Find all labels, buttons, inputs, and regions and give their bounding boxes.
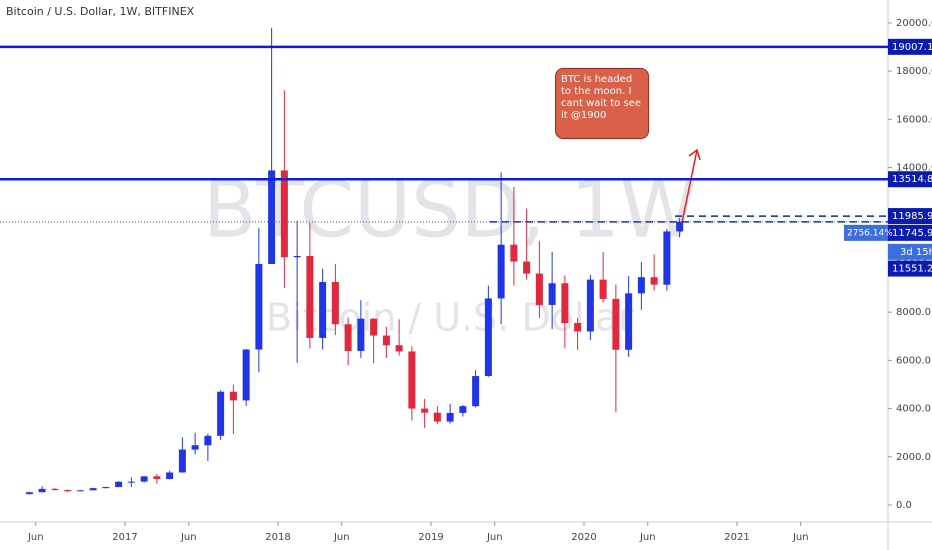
candle-body xyxy=(523,261,531,274)
countdown-label: 3d 15h xyxy=(900,247,932,258)
candle-body xyxy=(548,283,556,305)
x-tick-label: 2018 xyxy=(265,532,290,543)
y-tick-label: 4000.0 xyxy=(896,404,931,415)
candle-body xyxy=(89,488,97,491)
candle-body xyxy=(535,273,543,305)
y-tick-label: 8000.0 xyxy=(896,307,931,318)
x-tick-label: 2021 xyxy=(724,532,749,543)
candle-body xyxy=(395,345,403,352)
level-label: 19007.1 xyxy=(892,42,932,53)
countdown-box xyxy=(888,243,932,260)
candle-body xyxy=(625,293,633,350)
change-box xyxy=(844,224,888,241)
candle-body xyxy=(408,351,416,409)
candle-body xyxy=(484,298,492,377)
x-tick-label: 2017 xyxy=(112,532,137,543)
candle-body xyxy=(331,282,339,325)
candle-body xyxy=(280,170,288,258)
candle-body xyxy=(650,277,658,285)
candle-body xyxy=(38,488,46,493)
candle-body xyxy=(421,408,429,413)
candle-body xyxy=(459,406,467,413)
candle-body xyxy=(293,255,301,258)
x-tick-label: Jun xyxy=(333,532,350,543)
candle-body xyxy=(599,279,607,299)
candle-body xyxy=(191,445,199,450)
candle-body xyxy=(242,349,250,401)
extra-price-label: 11551.2 xyxy=(892,264,932,275)
change-label: 2756.14% xyxy=(847,228,893,238)
candle-body xyxy=(217,391,225,436)
candle-body xyxy=(561,283,569,324)
candle-body xyxy=(344,324,352,351)
candle-body xyxy=(472,376,480,407)
candle-body xyxy=(102,487,110,489)
chart-title: Bitcoin / U.S. Dollar, 1W, BITFINEX xyxy=(6,5,195,18)
candle-body xyxy=(319,282,327,338)
x-tick-label: Jun xyxy=(792,532,809,543)
level-label-box xyxy=(888,224,932,241)
candle-body xyxy=(268,170,276,264)
candle-body xyxy=(433,412,441,422)
level-label: 13514.8 xyxy=(892,174,932,185)
candle-body xyxy=(510,244,518,262)
candle-body xyxy=(25,492,33,495)
x-tick-label: 2019 xyxy=(418,532,443,543)
candle-body xyxy=(676,221,684,232)
candle-body xyxy=(166,472,174,479)
candle-body xyxy=(115,481,123,488)
x-tick-label: Jun xyxy=(27,532,44,543)
level-label: 11745.9 xyxy=(892,228,932,239)
candle-body xyxy=(140,476,148,482)
candle-body xyxy=(663,231,671,285)
candle-body xyxy=(255,263,263,350)
candle-body xyxy=(382,335,390,346)
y-tick-label: 20000.0 xyxy=(896,18,932,29)
x-tick-label: 2020 xyxy=(571,532,596,543)
level-label-box xyxy=(888,171,932,188)
watermark-sub: Bitcoin / U.S. Dollar xyxy=(266,296,634,340)
x-tick-label: Jun xyxy=(180,532,197,543)
annotation: BTC is headed to the moon. I cant wait t… xyxy=(555,68,649,139)
candle-body xyxy=(178,449,186,473)
level-label: 11985.9 xyxy=(892,211,932,222)
extra-price-box xyxy=(888,260,932,277)
level-label-box xyxy=(888,208,932,225)
candle-body xyxy=(497,244,505,299)
candle-body xyxy=(574,323,582,332)
y-tick-label: 2000.0 xyxy=(896,452,931,463)
candle-body xyxy=(357,318,365,351)
x-tick-label: Jun xyxy=(486,532,503,543)
candle-body xyxy=(204,435,212,446)
candle-body xyxy=(306,255,314,338)
candle-body xyxy=(637,277,645,294)
candle-body xyxy=(76,490,84,492)
candle-body xyxy=(612,298,620,350)
candle-body xyxy=(446,412,454,422)
candle-body xyxy=(51,488,59,491)
y-tick-label: 16000.0 xyxy=(896,114,932,125)
y-tick-label: 18000.0 xyxy=(896,66,932,77)
candle-body xyxy=(586,279,594,332)
candle-body xyxy=(64,490,72,492)
candle-body xyxy=(153,476,161,479)
candle-body xyxy=(127,481,135,483)
candle-body xyxy=(370,318,378,336)
y-tick-label: 14000.0 xyxy=(896,163,932,174)
x-tick-label: Jun xyxy=(639,532,656,543)
arrow xyxy=(679,148,701,233)
candle-body xyxy=(229,391,237,401)
level-label-box xyxy=(888,38,932,55)
y-tick-label: 0.0 xyxy=(896,500,912,511)
y-tick-label: 6000.0 xyxy=(896,355,931,366)
